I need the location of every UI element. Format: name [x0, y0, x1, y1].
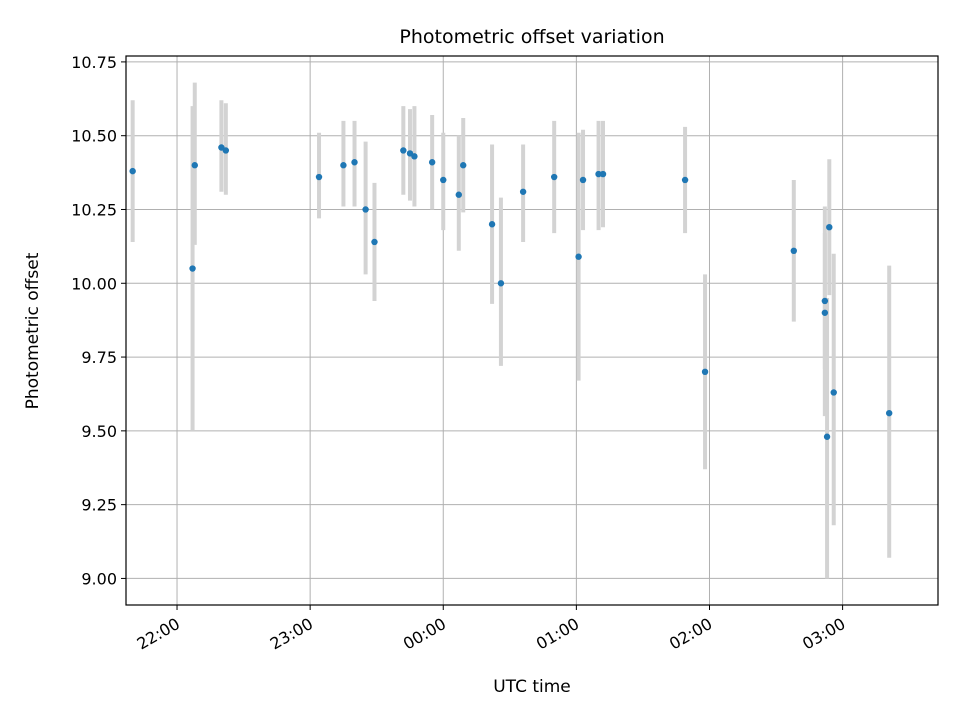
data-point [400, 147, 407, 154]
data-point [575, 253, 582, 260]
data-point [411, 153, 418, 160]
data-point [189, 265, 196, 272]
data-point [460, 162, 467, 169]
y-tick-label: 9.25 [81, 496, 117, 515]
data-point [488, 221, 496, 228]
data-point [821, 309, 829, 316]
data-point [340, 162, 347, 169]
data-point [191, 162, 198, 169]
x-axis-label: UTC time [493, 677, 571, 697]
data-point [351, 159, 358, 166]
data-point [599, 170, 607, 178]
data-point [823, 433, 831, 440]
data-point [371, 238, 378, 246]
data-point [222, 147, 230, 154]
y-tick-label: 10.25 [71, 200, 117, 219]
data-point [362, 206, 369, 213]
data-point [826, 223, 833, 231]
data-point [428, 159, 436, 166]
data-point [579, 176, 587, 184]
data-point [519, 188, 527, 195]
y-tick-label: 9.00 [81, 569, 117, 588]
y-tick-label: 10.00 [71, 274, 117, 293]
plot-area [126, 56, 938, 605]
data-point [885, 409, 893, 417]
data-point [550, 173, 558, 181]
data-point [595, 170, 602, 178]
data-point [701, 368, 709, 376]
data-point [315, 173, 323, 181]
data-point [497, 280, 505, 287]
data-point [790, 247, 797, 255]
y-tick-label: 10.50 [71, 127, 117, 146]
y-tick-label: 9.75 [81, 348, 117, 367]
y-tick-label: 10.75 [71, 53, 117, 72]
y-axis-label: Photometric offset [23, 252, 43, 409]
chart-title: Photometric offset variation [399, 26, 664, 48]
plot-frame [125, 55, 939, 606]
data-point [830, 389, 837, 396]
data-point [455, 191, 462, 198]
data-point [821, 297, 829, 305]
data-point [440, 176, 447, 184]
y-tick-label: 9.50 [81, 422, 117, 441]
data-point [681, 176, 689, 184]
data-point [129, 167, 136, 175]
data-points [129, 144, 893, 440]
